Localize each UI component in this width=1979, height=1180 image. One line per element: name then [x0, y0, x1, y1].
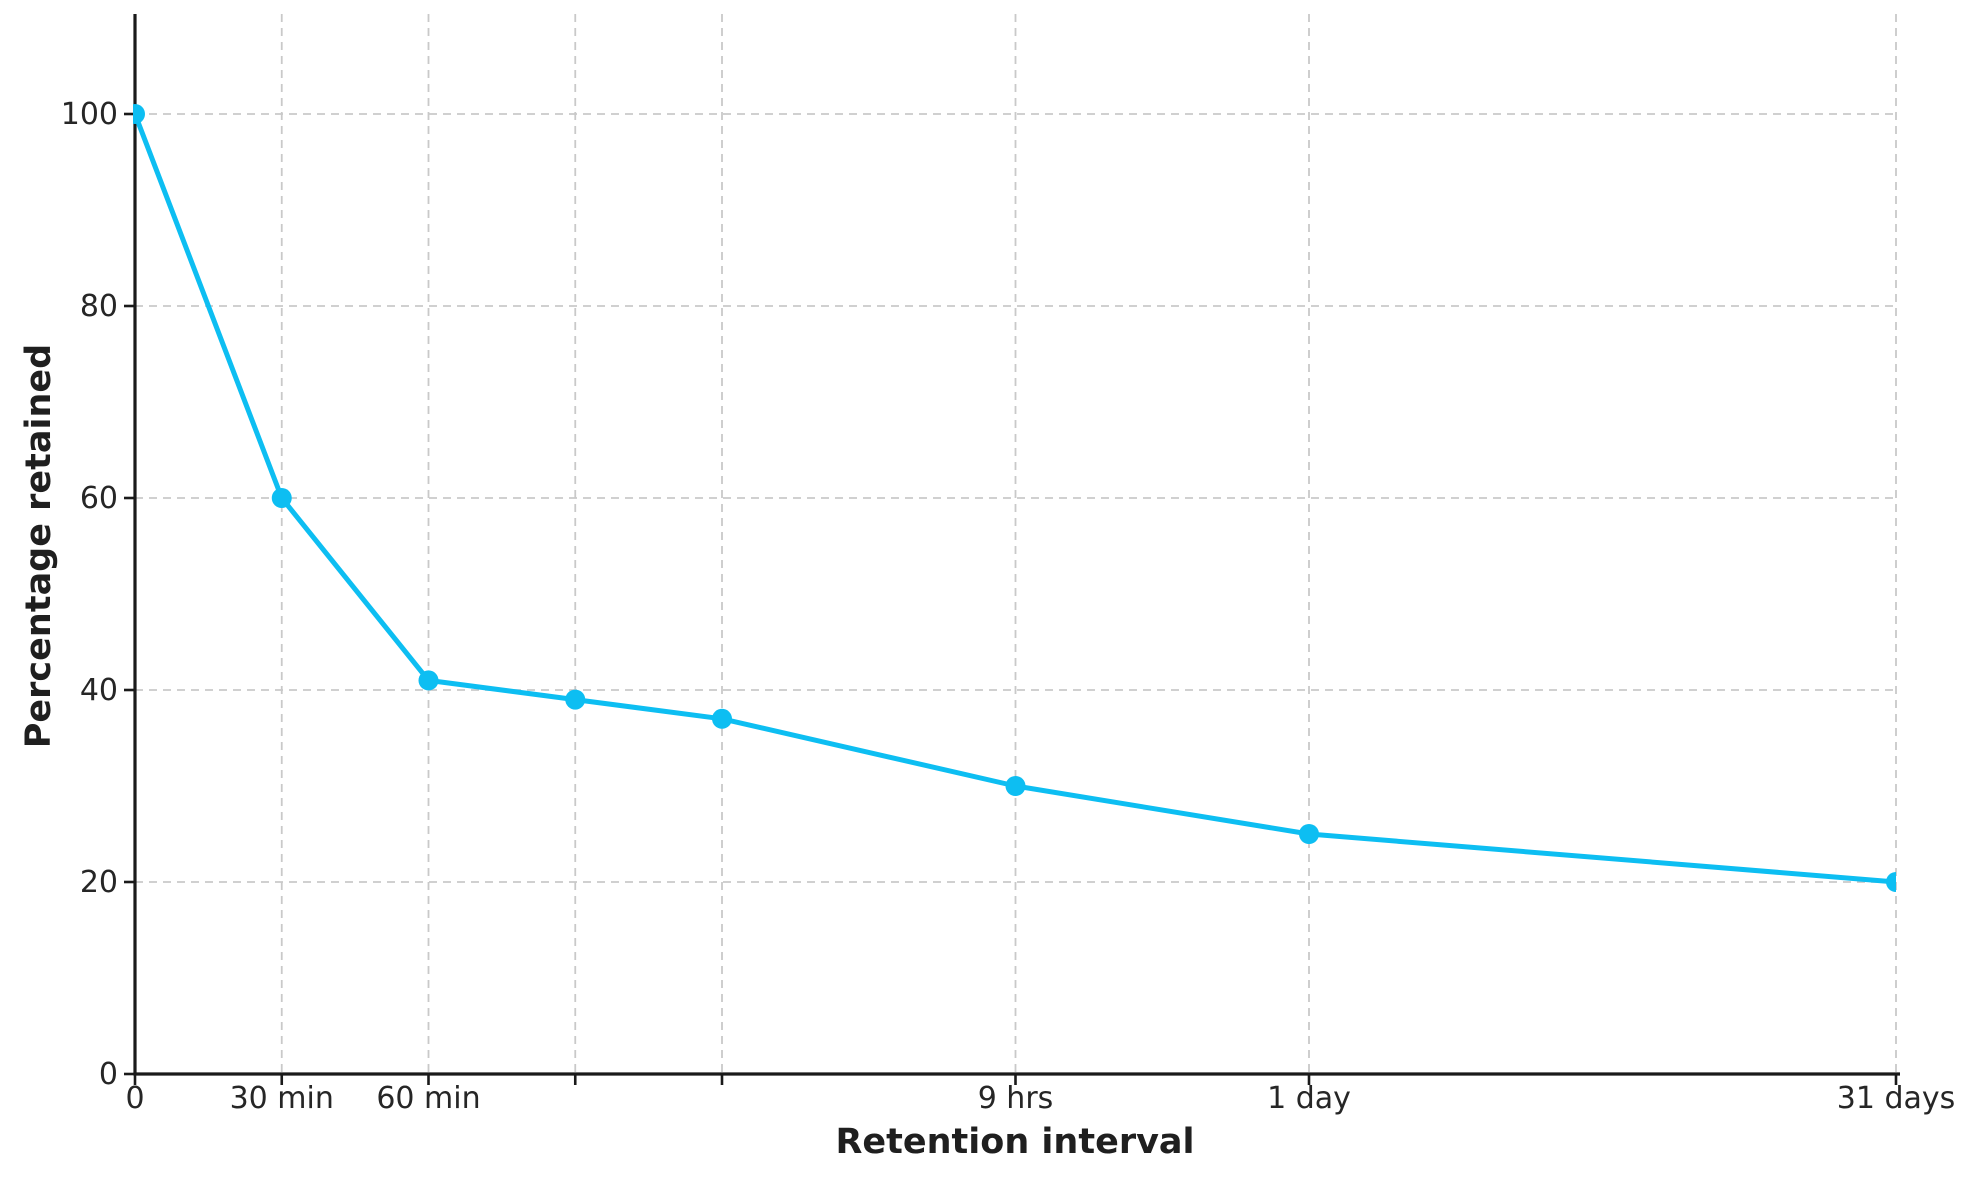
data-series	[133, 104, 1896, 892]
x-tick-label: 9 hrs	[978, 1081, 1054, 1116]
gridlines	[135, 14, 1897, 1074]
y-tick-label: 60	[80, 481, 118, 516]
y-tick-label: 0	[99, 1057, 118, 1092]
x-tick-label: 60 min	[376, 1081, 480, 1116]
axes	[124, 14, 1900, 1085]
data-point	[1299, 824, 1319, 844]
y-tick-label: 20	[80, 865, 118, 900]
x-tick-label: 0	[125, 1081, 144, 1116]
y-tick-label: 80	[80, 289, 118, 324]
data-point	[271, 488, 292, 508]
retention-curve-line	[133, 111, 1896, 885]
y-tick-label: 100	[61, 97, 118, 132]
x-tick-label: 31 days	[1837, 1081, 1956, 1116]
data-point	[418, 670, 439, 691]
x-tick-label: 1 day	[1267, 1081, 1351, 1116]
y-axis-label: Percentage retained	[19, 344, 59, 748]
data-point	[133, 104, 145, 124]
data-point	[1886, 872, 1896, 892]
data-point	[712, 708, 732, 729]
data-point	[1005, 776, 1026, 796]
tick-labels: 0 30 min 60 min 9 hrs 1 day 31 days 0 20 40 60 80 1…	[61, 97, 1956, 1116]
y-tick-label: 40	[80, 673, 118, 708]
x-tick-label: 30 min	[230, 1081, 334, 1116]
x-axis-label: Retention interval	[835, 1122, 1194, 1162]
data-point	[565, 689, 586, 710]
